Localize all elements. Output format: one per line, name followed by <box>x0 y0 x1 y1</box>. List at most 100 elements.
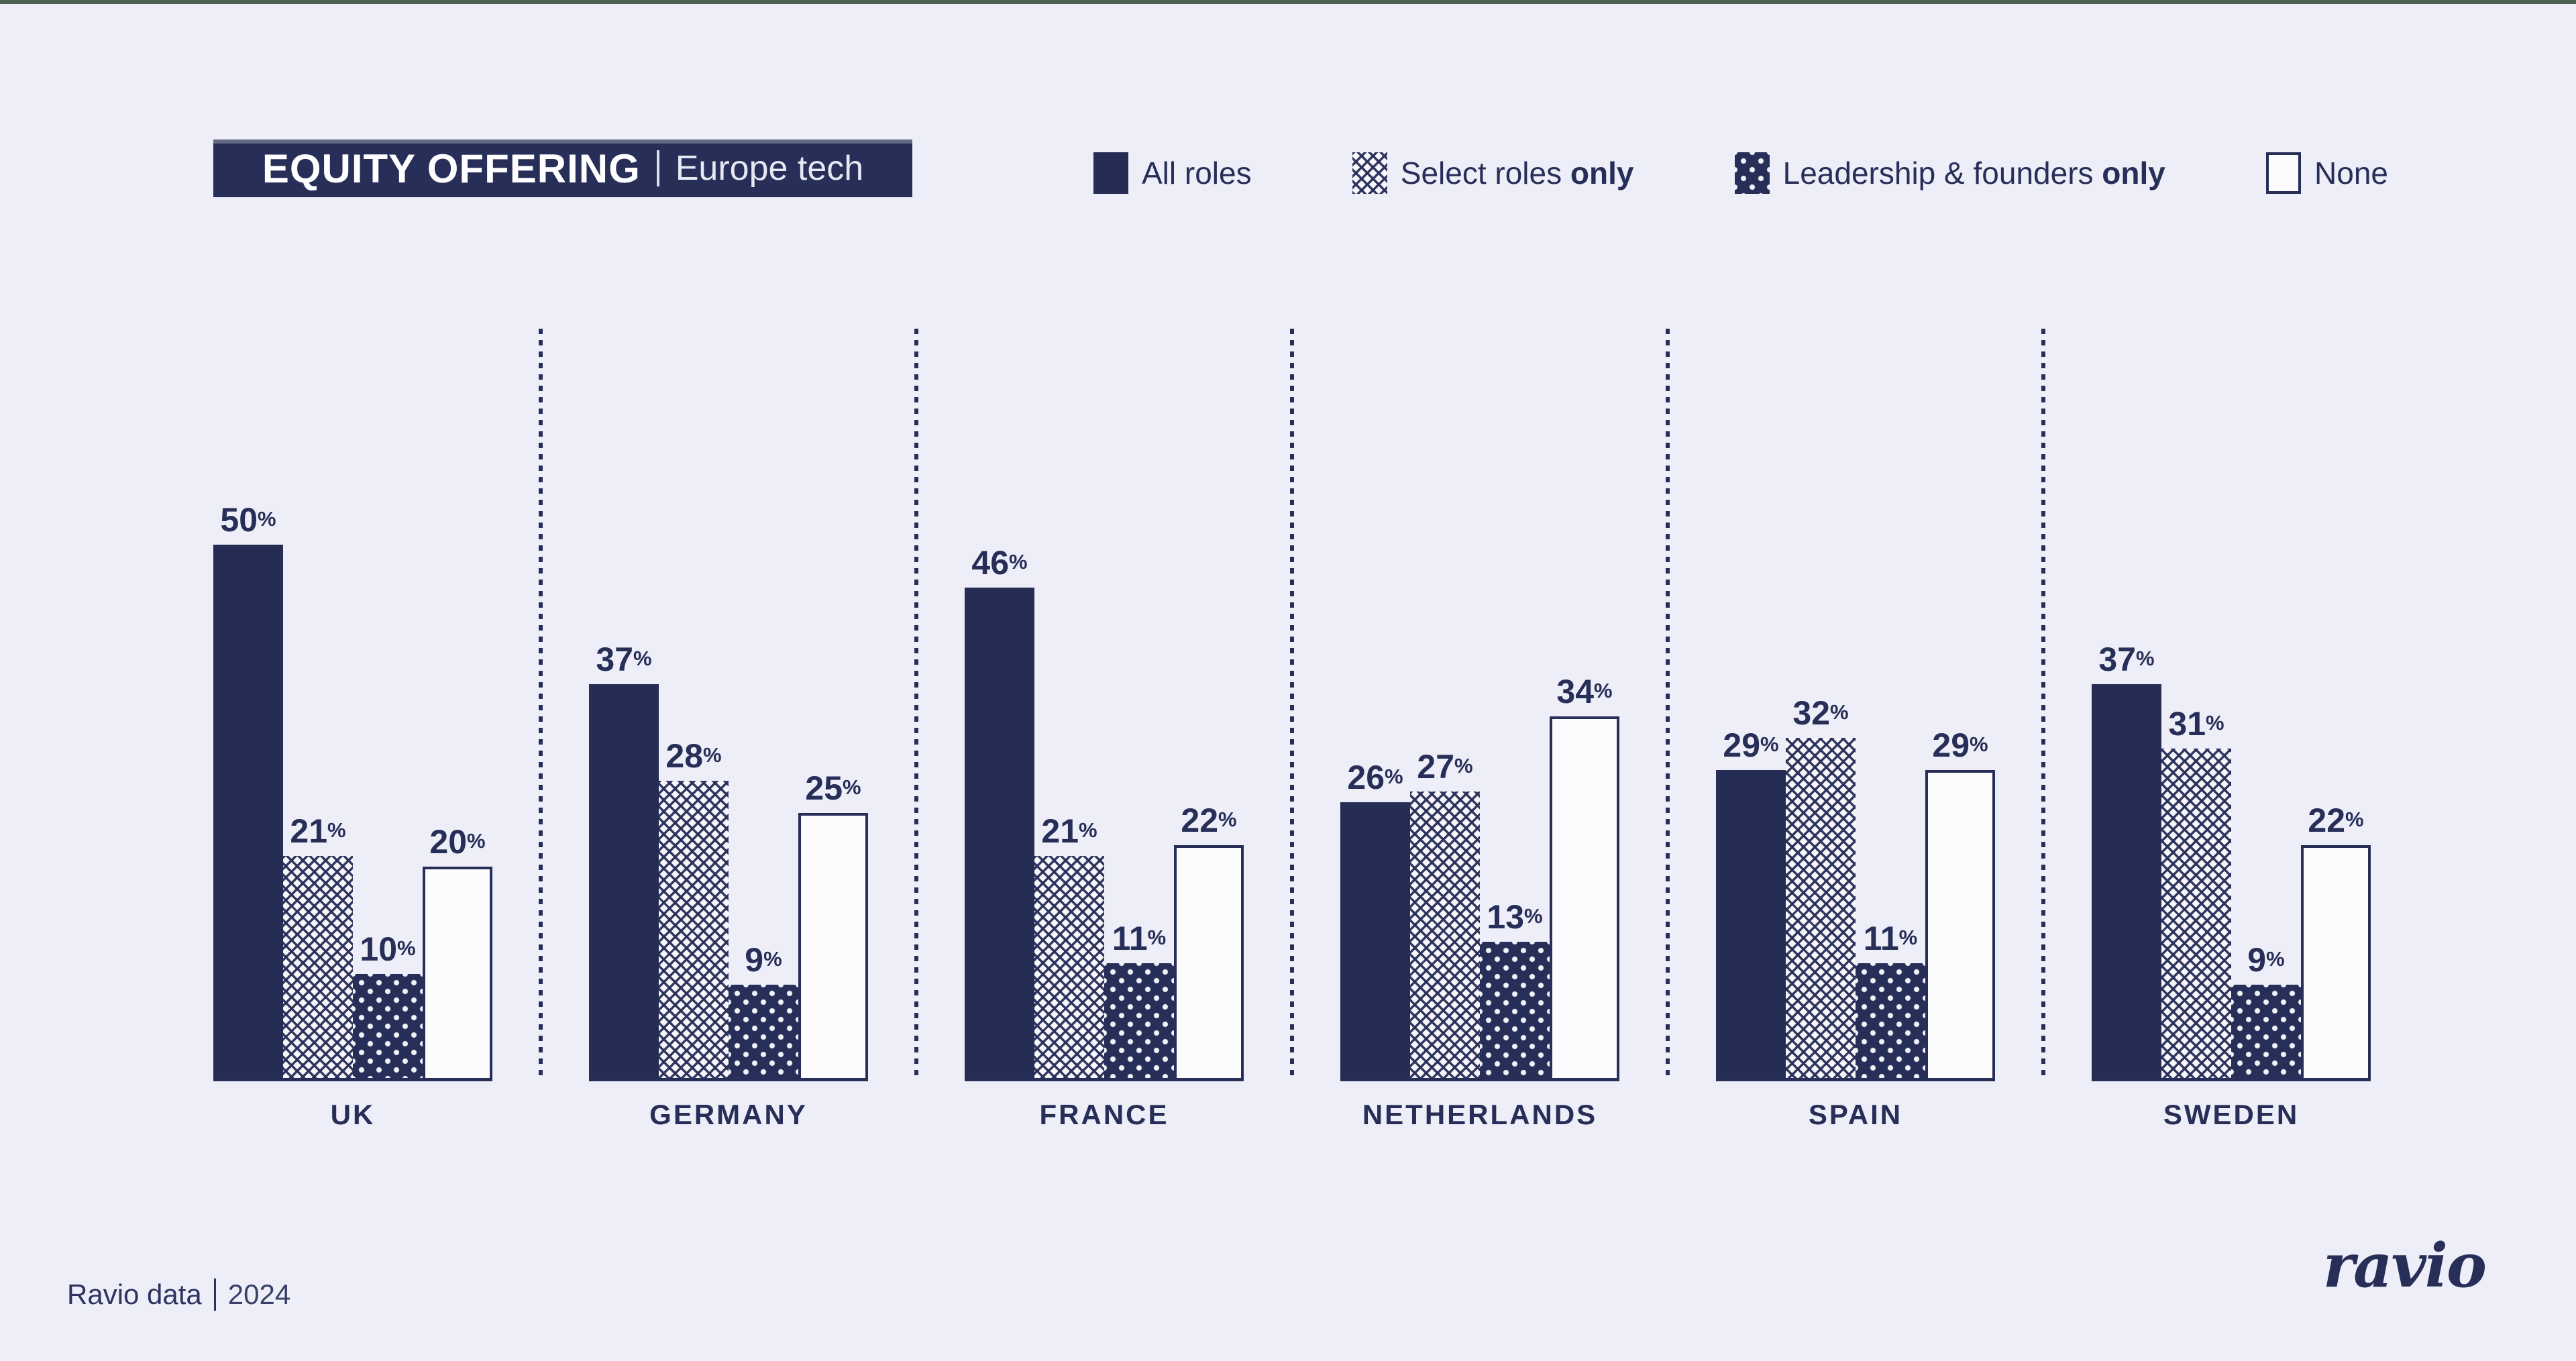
legend-swatch-solid <box>1093 152 1128 194</box>
legend-text: All roles <box>1142 156 1252 190</box>
bar-column-sweden-leadership-founders-only: 9% <box>2231 943 2301 1081</box>
percent-sign: % <box>633 647 652 670</box>
legend: All roles Select roles only Leadership &… <box>1093 142 2388 204</box>
bar-column-uk-select-roles-only: 21% <box>283 814 353 1081</box>
bar-column-uk-all-roles: 50% <box>213 503 283 1081</box>
bar-value-number: 31 <box>2168 705 2206 743</box>
bar-value-number: 50 <box>220 501 258 539</box>
group-divider <box>2041 329 2045 1081</box>
bar-group-sweden: 37% 31% 9% 22% <box>2092 464 2371 1081</box>
bar-value-label: 28% <box>665 739 721 773</box>
bar-value-number: 46 <box>971 544 1010 582</box>
bar-group-netherlands: 26% 27% 13% 34% <box>1340 464 1619 1081</box>
bar-value-label: 29% <box>1723 728 1778 762</box>
bar-value-number: 32 <box>1792 694 1831 732</box>
bar-value-label: 26% <box>1347 761 1403 794</box>
legend-label: All roles <box>1142 155 1252 191</box>
axis-label-france: FRANCE <box>1039 1099 1169 1130</box>
ravio-logo: ravio <box>2322 1230 2487 1301</box>
bar-uk-select-roles-only <box>283 856 353 1081</box>
chart-title-box: EQUITY OFFERING Europe tech <box>213 140 912 197</box>
bar-value-label: 31% <box>2168 707 2224 741</box>
bar-column-france-select-roles-only: 21% <box>1034 814 1104 1081</box>
group-divider <box>539 329 543 1081</box>
bar-value-label: 22% <box>1181 804 1236 837</box>
bar-france-all-roles <box>965 588 1034 1081</box>
percent-sign: % <box>327 818 346 842</box>
bar-uk-all-roles <box>213 545 283 1081</box>
bar-spain-leadership-founders-only <box>1856 963 1925 1081</box>
source-separator <box>213 1278 216 1311</box>
bar-value-label: 20% <box>429 825 485 859</box>
bar-value-number: 37 <box>596 641 634 678</box>
bar-uk-leadership-founders-only <box>353 974 423 1081</box>
bar-value-number: 34 <box>1556 673 1595 710</box>
bar-france-select-roles-only <box>1034 856 1104 1081</box>
bar-value-number: 22 <box>2308 802 2346 839</box>
legend-item-leadership-founders-only: Leadership & founders only <box>1734 152 2165 194</box>
legend-text: None <box>2314 156 2388 190</box>
legend-item-none: None <box>2266 152 2388 194</box>
bar-column-germany-leadership-founders-only: 9% <box>729 943 798 1081</box>
bar-value-label: 50% <box>220 503 276 537</box>
group-baseline <box>1716 1078 1995 1081</box>
bar-value-label: 37% <box>2098 643 2154 676</box>
percent-sign: % <box>1009 550 1028 574</box>
bar-column-sweden-all-roles: 37% <box>2092 643 2161 1081</box>
bar-value-label: 27% <box>1417 750 1472 783</box>
bar-germany-select-roles-only <box>659 781 729 1081</box>
percent-sign: % <box>1454 754 1473 777</box>
bar-group-germany: 37% 28% 9% 25% <box>589 464 868 1081</box>
percent-sign: % <box>1385 765 1403 788</box>
bar-value-number: 9 <box>2247 941 2267 979</box>
bar-value-label: 21% <box>290 814 345 848</box>
bar-column-spain-leadership-founders-only: 11% <box>1856 922 1925 1081</box>
window-top-strip <box>0 0 2576 4</box>
axis-label-uk: UK <box>330 1099 376 1130</box>
bar-column-netherlands-none: 34% <box>1550 675 1619 1081</box>
percent-sign: % <box>1079 818 1097 842</box>
bar-netherlands-leadership-founders-only <box>1480 942 1550 1081</box>
legend-text: Select roles <box>1400 156 1570 190</box>
bar-value-number: 28 <box>665 737 704 775</box>
percent-sign: % <box>258 507 276 531</box>
bar-column-france-none: 22% <box>1174 804 1244 1081</box>
bar-value-number: 22 <box>1181 802 1219 839</box>
bar-sweden-none <box>2301 845 2371 1081</box>
bar-netherlands-all-roles <box>1340 802 1410 1081</box>
bar-france-none <box>1174 845 1244 1081</box>
source-year: 2024 <box>227 1278 291 1310</box>
percent-sign: % <box>1147 926 1167 949</box>
bar-value-label: 22% <box>2308 804 2363 837</box>
bar-spain-none <box>1925 770 1995 1081</box>
bar-column-france-leadership-founders-only: 11% <box>1104 922 1174 1081</box>
percent-sign: % <box>2206 711 2224 734</box>
bar-value-number: 10 <box>360 930 398 968</box>
bar-germany-none <box>798 813 868 1081</box>
bar-column-spain-none: 29% <box>1925 728 1995 1081</box>
bar-netherlands-none <box>1550 716 1619 1081</box>
percent-sign: % <box>2266 947 2285 971</box>
chart-title-sub: Europe tech <box>675 149 864 188</box>
bar-value-number: 11 <box>1863 920 1899 957</box>
bar-value-number: 29 <box>1932 726 1970 764</box>
bar-column-netherlands-leadership-founders-only: 13% <box>1480 900 1550 1081</box>
legend-text: Leadership & founders <box>1782 156 2102 190</box>
percent-sign: % <box>1898 926 1918 949</box>
group-baseline <box>965 1078 1244 1081</box>
bar-value-number: 20 <box>429 823 468 861</box>
legend-label: None <box>2314 155 2388 191</box>
bar-value-number: 21 <box>290 812 328 850</box>
bar-sweden-all-roles <box>2092 684 2161 1081</box>
bar-column-spain-all-roles: 29% <box>1716 728 1786 1081</box>
axis-label-germany: GERMANY <box>649 1099 808 1130</box>
bar-value-label: 9% <box>2247 943 2284 977</box>
bar-value-label: 29% <box>1932 728 1988 762</box>
bar-value-label: 32% <box>1792 696 1848 730</box>
source-note: Ravio data 2024 <box>67 1276 290 1313</box>
bar-value-label: 10% <box>360 932 415 966</box>
bar-column-germany-select-roles-only: 28% <box>659 739 729 1081</box>
legend-text-bold: only <box>2102 156 2165 190</box>
percent-sign: % <box>1218 808 1237 831</box>
bar-value-label: 37% <box>596 643 651 676</box>
